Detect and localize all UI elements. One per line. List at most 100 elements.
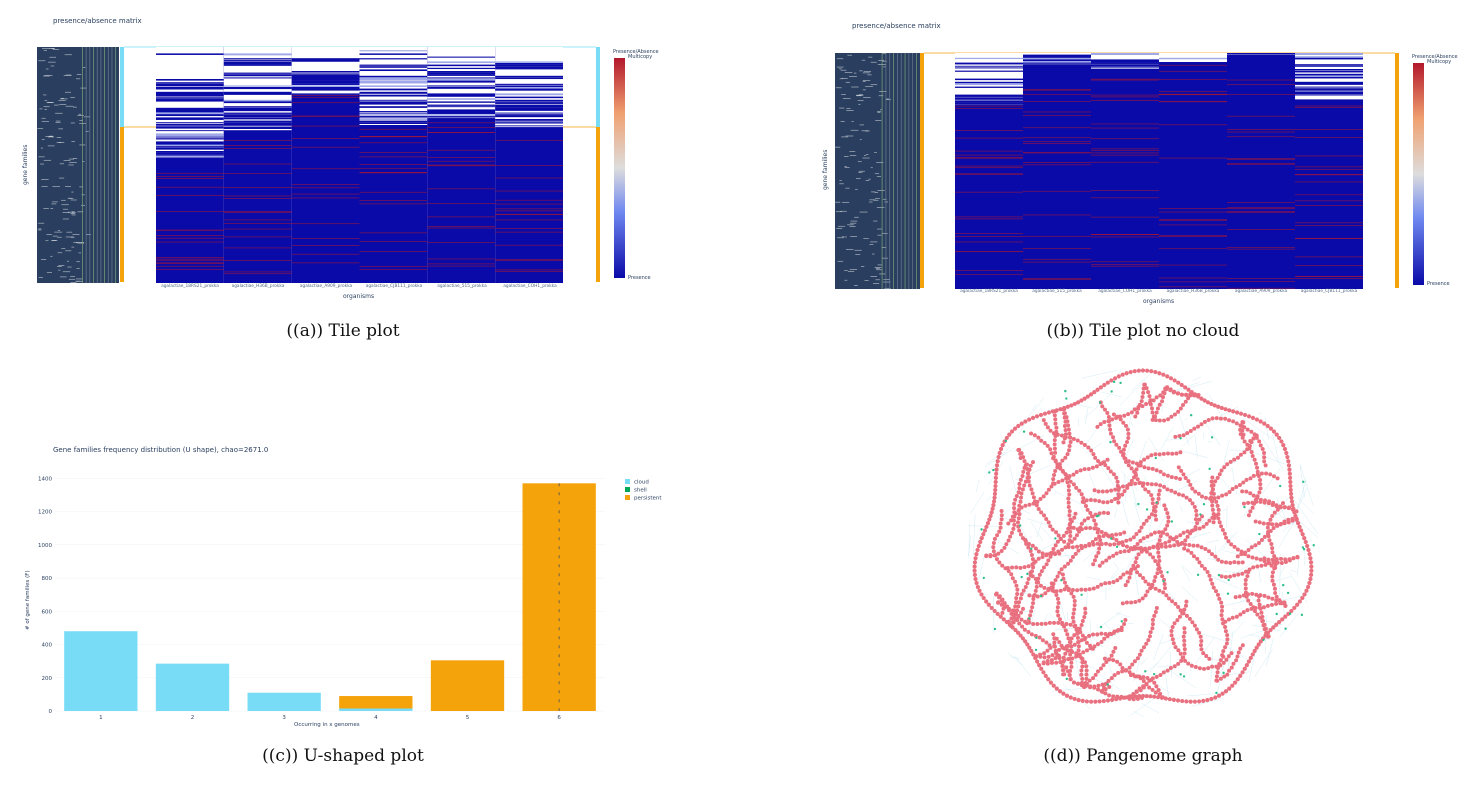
graph-node (1063, 472, 1068, 477)
graph-node (1210, 507, 1215, 512)
graph-node (1241, 501, 1246, 506)
graph-node (1184, 613, 1189, 618)
graph-shell-node (1060, 579, 1063, 582)
graph-node (1182, 385, 1188, 390)
heatmap-column (1091, 53, 1159, 289)
graph-node (1084, 699, 1090, 704)
graph-node (1169, 633, 1174, 638)
graph-node (1186, 387, 1191, 392)
tile-row (156, 122, 224, 124)
graph-node (1104, 489, 1109, 494)
graph-node (1070, 545, 1075, 550)
graph-node (1070, 650, 1075, 655)
tile-row (1295, 94, 1363, 96)
dendrogram-gap (850, 220, 858, 222)
graph-node (1042, 651, 1047, 656)
graph-node (1130, 460, 1135, 465)
graph-node (1145, 589, 1150, 594)
multicopy-row (223, 173, 292, 174)
graph-shell-node (1110, 390, 1113, 393)
graph-node (1142, 382, 1147, 387)
tile-row (955, 101, 1023, 103)
multicopy-row (1091, 127, 1159, 129)
graph-node (1168, 665, 1173, 670)
graph-node (1274, 594, 1279, 599)
graph-node (1133, 414, 1138, 419)
graph-shell-node (1064, 389, 1067, 393)
graph-node (1270, 522, 1275, 527)
graph-node (1287, 467, 1292, 472)
ytick-label: 600 (42, 609, 53, 615)
multicopy-row (955, 157, 1023, 159)
multicopy-row (1227, 248, 1295, 250)
graph-node (1145, 455, 1150, 460)
tile-row (1295, 65, 1363, 67)
multicopy-row (1023, 111, 1091, 113)
graph-node (1023, 479, 1028, 484)
tile-row (955, 65, 1023, 67)
graph-node (1070, 656, 1075, 661)
graph-node (1264, 630, 1269, 635)
dendrogram-branch (100, 47, 102, 283)
graph-node (1191, 543, 1196, 548)
graph-edge (1022, 509, 1031, 514)
graph-node (1303, 539, 1308, 545)
graph-node (1054, 636, 1059, 641)
graph-node (1236, 572, 1241, 577)
tile-row (291, 58, 360, 61)
graph-node (1250, 415, 1256, 420)
graph-shell-node (1258, 532, 1261, 536)
graph-shell-node (1080, 593, 1083, 596)
graph-node (1027, 483, 1032, 488)
graph-node (1061, 655, 1066, 660)
graph-node (1165, 668, 1170, 673)
graph-node (1270, 574, 1275, 579)
graph-node (1019, 421, 1024, 426)
graph-node (1102, 382, 1107, 388)
dendrogram-gap (52, 49, 60, 50)
graph-node (1083, 543, 1088, 548)
dendrogram-gap (38, 228, 42, 230)
graph-node (990, 506, 995, 511)
dendrogram-gap (836, 58, 844, 60)
graph-node (1069, 403, 1074, 408)
graph-node (1090, 540, 1095, 545)
graph-node (1018, 456, 1023, 461)
graph-node (1092, 488, 1097, 493)
graph-edge (1217, 508, 1227, 514)
dendrogram-gap (877, 264, 883, 266)
graph-edge (1223, 571, 1244, 574)
graph-edge (1254, 649, 1273, 677)
graph-node (1218, 663, 1223, 668)
graph-shell-node (1199, 513, 1202, 516)
graph-node (1150, 622, 1155, 627)
graph-node (1051, 683, 1056, 688)
graph-node (1229, 651, 1234, 656)
graph-node (1237, 483, 1242, 488)
tile-row (1295, 73, 1363, 76)
graph-node (1088, 685, 1093, 690)
tile-row (495, 101, 563, 103)
graph-node (1118, 532, 1123, 537)
tile-row (495, 106, 563, 108)
dendrogram-gap (870, 61, 877, 63)
graph-edge (1041, 527, 1057, 544)
graph-edge (1059, 601, 1067, 625)
graph-node (1235, 455, 1240, 460)
dendrogram-gap (37, 229, 42, 231)
graph-node (1067, 444, 1072, 449)
graph-shell-node (1196, 573, 1200, 577)
graph-node (1178, 450, 1183, 455)
graph-node (1141, 521, 1146, 526)
bar-chart-ylabel: # of gene families (F) (25, 570, 31, 630)
graph-node (1150, 497, 1155, 502)
graph-edge (1181, 564, 1193, 576)
dendrogram-gap (49, 56, 57, 58)
graph-node (1233, 595, 1238, 600)
graph-node (1233, 680, 1238, 685)
graph-node (1080, 676, 1085, 681)
graph-node (1051, 546, 1056, 551)
graph-shell-node (1275, 612, 1278, 616)
graph-node (1116, 492, 1121, 497)
graph-node (1141, 390, 1146, 395)
